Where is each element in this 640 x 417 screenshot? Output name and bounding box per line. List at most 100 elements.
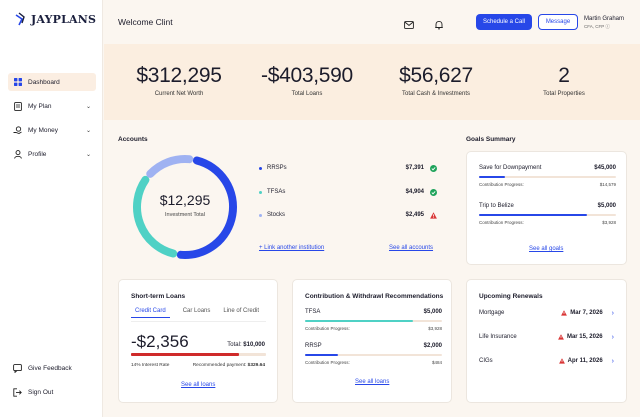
loan-progress-fill bbox=[131, 353, 239, 356]
stats-band: $312,295 Current Net Worth -$403,590 Tot… bbox=[104, 44, 640, 120]
renewal-date: Mar 7, 2026 bbox=[561, 310, 603, 316]
stat-label: Total Properties bbox=[543, 91, 585, 97]
chevron-right-icon[interactable]: › bbox=[611, 333, 614, 341]
sidebar-item-dashboard[interactable]: Dashboard bbox=[8, 73, 96, 91]
loans-title: Short-term Loans bbox=[131, 293, 186, 300]
donut-segment-stocks bbox=[146, 155, 194, 178]
loan-total-value: $10,000 bbox=[243, 342, 265, 348]
sidebar-nav: Dashboard My Plan ⌄ My Money ⌄ Profile ⌄ bbox=[8, 73, 96, 169]
contribution-name: TFSA bbox=[305, 309, 321, 315]
link-institution-link[interactable]: + Link another institution bbox=[259, 245, 325, 251]
chat-icon bbox=[13, 363, 22, 373]
contribution-row[interactable]: RRSP $2,000 Contribution Progress: $484 bbox=[305, 343, 442, 365]
goal-row[interactable]: Save for Downpayment $45,000 Contributio… bbox=[479, 165, 616, 187]
see-all-accounts-link[interactable]: See all accounts bbox=[389, 245, 434, 251]
legend-dot bbox=[259, 190, 262, 194]
sidebar-item-profile[interactable]: Profile ⌄ bbox=[8, 145, 96, 163]
advisor-name: Martin Graham bbox=[584, 16, 625, 22]
account-row-tfsas[interactable]: TFSAs $4,904 bbox=[259, 187, 437, 197]
sign-out-button[interactable]: Sign Out bbox=[8, 383, 96, 401]
contribution-progress-bar bbox=[305, 320, 442, 322]
give-feedback-button[interactable]: Give Feedback bbox=[8, 359, 96, 377]
mail-icon[interactable] bbox=[404, 17, 414, 29]
see-all-goals-link[interactable]: See all goals bbox=[529, 246, 564, 252]
progress-value: $3,928 bbox=[602, 220, 616, 225]
donut-center: $12,295 Investment Total bbox=[130, 192, 240, 218]
tab-line-of-credit[interactable]: Line of Credit bbox=[223, 308, 260, 314]
sidebar-item-label: My Plan bbox=[28, 102, 52, 110]
page-title: Welcome Clint bbox=[118, 17, 173, 27]
schedule-call-button[interactable]: Schedule a Call bbox=[476, 14, 532, 30]
sidebar-item-my-money[interactable]: My Money ⌄ bbox=[8, 121, 96, 139]
legend-dot bbox=[259, 213, 262, 217]
logo[interactable]: JAYPLANS bbox=[14, 12, 96, 26]
goal-progress-bar bbox=[479, 214, 616, 216]
loan-tabs: Credit Card Car Loans Line of Credit bbox=[131, 308, 272, 318]
loan-interest-rate: 14% Interest Rate bbox=[131, 363, 170, 368]
money-hand-icon bbox=[13, 125, 22, 135]
warning-icon bbox=[561, 310, 568, 316]
account-row-stocks[interactable]: Stocks $2,495 bbox=[259, 210, 437, 220]
advisor-credentials: CFA, CFP ⓘ bbox=[584, 24, 610, 29]
goal-amount: $45,000 bbox=[594, 165, 616, 171]
sidebar-bottom: Give Feedback Sign Out bbox=[8, 359, 96, 407]
goals-title: Goals Summary bbox=[466, 136, 516, 143]
renewal-row[interactable]: Mortgage Mar 7, 2026 › bbox=[479, 308, 614, 318]
chevron-down-icon[interactable]: ⌄ bbox=[85, 151, 91, 158]
renewals-title: Upcoming Renewals bbox=[479, 293, 543, 300]
see-all-loans-link[interactable]: See all loans bbox=[181, 382, 216, 388]
goal-row[interactable]: Trip to Belize $5,000 Contribution Progr… bbox=[479, 203, 616, 225]
loan-recommended-payment: Recommended payment: $329.64 bbox=[193, 363, 265, 368]
stat-value: $312,295 bbox=[136, 64, 222, 87]
stat-value: 2 bbox=[558, 64, 570, 87]
stat-net-worth: $312,295 Current Net Worth bbox=[109, 64, 249, 97]
progress-label: Contribution Progress: bbox=[479, 220, 524, 225]
document-icon bbox=[13, 101, 22, 111]
contribution-progress-bar bbox=[305, 354, 442, 356]
tab-credit-card[interactable]: Credit Card bbox=[131, 308, 170, 318]
donut-segment-rrsps bbox=[176, 156, 237, 259]
goal-progress-fill bbox=[479, 176, 506, 178]
sidebar-item-my-plan[interactable]: My Plan ⌄ bbox=[8, 97, 96, 115]
chevron-down-icon[interactable]: ⌄ bbox=[85, 127, 91, 134]
bell-icon[interactable] bbox=[434, 17, 444, 30]
recommended-value: $329.64 bbox=[247, 363, 265, 368]
tab-car-loans[interactable]: Car Loans bbox=[182, 308, 211, 314]
see-all-contributions-link[interactable]: See all loans bbox=[355, 379, 390, 385]
loan-total-label: Total: bbox=[227, 342, 242, 348]
stat-value: -$403,590 bbox=[261, 64, 353, 87]
short-term-loans-card: Short-term Loans Credit Card Car Loans L… bbox=[118, 279, 278, 403]
upcoming-renewals-card: Upcoming Renewals Mortgage Mar 7, 2026 ›… bbox=[466, 279, 627, 403]
renewal-date-text: Mar 15, 2026 bbox=[566, 334, 603, 340]
chevron-down-icon[interactable]: ⌄ bbox=[85, 103, 91, 110]
grid-icon bbox=[13, 78, 22, 87]
sidebar-item-label: Sign Out bbox=[28, 388, 54, 396]
renewal-date: Apr 11, 2026 bbox=[558, 358, 603, 364]
investment-total-label: Investment Total bbox=[165, 212, 205, 218]
account-amount: $7,391 bbox=[405, 165, 424, 171]
account-row-rrsps[interactable]: RRSPs $7,391 bbox=[259, 163, 437, 173]
contribution-progress-fill bbox=[305, 354, 338, 356]
account-amount: $4,904 bbox=[405, 189, 424, 195]
chevron-right-icon[interactable]: › bbox=[611, 309, 614, 317]
account-amount: $2,495 bbox=[405, 212, 424, 218]
investment-donut-chart bbox=[133, 155, 237, 259]
loan-progress-bar bbox=[131, 353, 266, 356]
sidebar-item-label: Dashboard bbox=[28, 78, 60, 86]
donut-segment-tfsas bbox=[133, 175, 178, 258]
progress-value: $14,579 bbox=[599, 182, 616, 187]
account-name: Stocks bbox=[267, 212, 286, 218]
contribution-row[interactable]: TFSA $5,000 Contribution Progress: $3,92… bbox=[305, 309, 442, 331]
check-circle-icon bbox=[430, 164, 437, 172]
renewal-row[interactable]: CIGs Apr 11, 2026 › bbox=[479, 356, 614, 366]
goal-name: Save for Downpayment bbox=[479, 165, 542, 171]
contribution-amount: $5,000 bbox=[423, 309, 442, 315]
chevron-right-icon[interactable]: › bbox=[611, 357, 614, 365]
message-button[interactable]: Message bbox=[538, 14, 578, 30]
sidebar-item-label: My Money bbox=[28, 126, 58, 134]
renewal-date-text: Apr 11, 2026 bbox=[567, 358, 603, 364]
renewal-name: Life Insurance bbox=[479, 334, 517, 340]
renewal-row[interactable]: Life Insurance Mar 15, 2026 › bbox=[479, 332, 614, 342]
loan-total: Total: $10,000 bbox=[227, 342, 265, 348]
progress-label: Contribution Progress: bbox=[479, 182, 524, 187]
